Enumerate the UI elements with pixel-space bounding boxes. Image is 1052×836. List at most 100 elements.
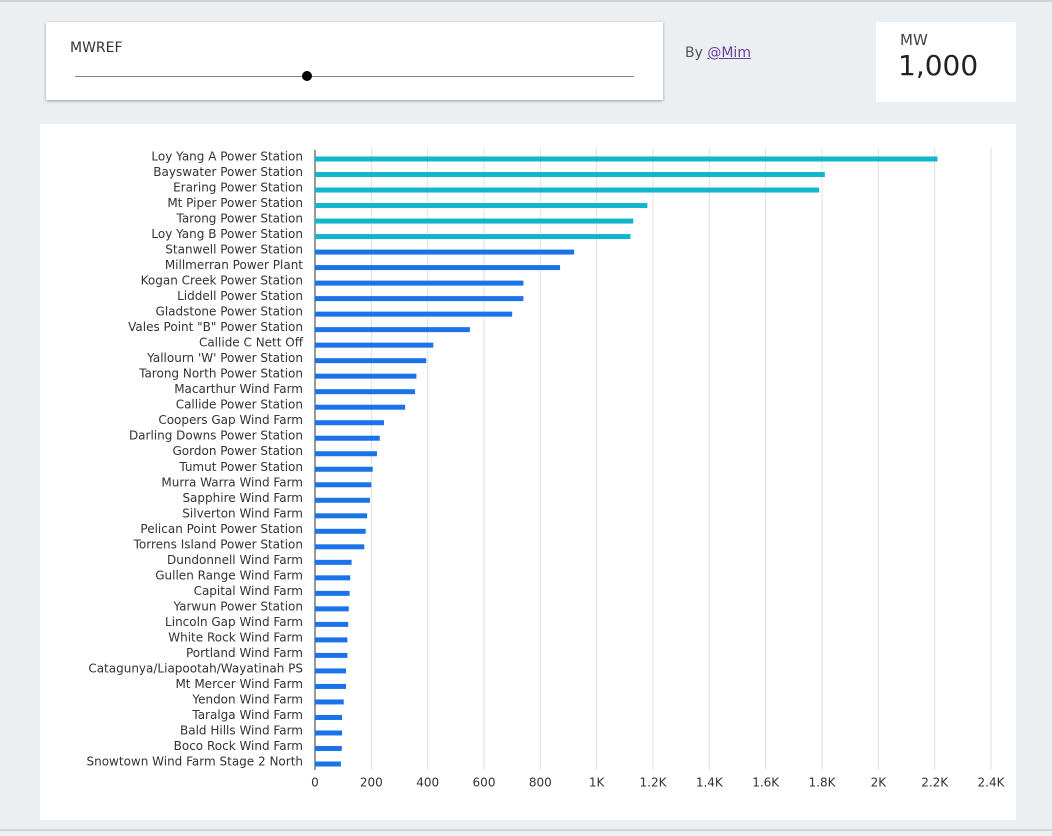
bar [315,327,470,333]
y-tick-label: Vales Point "B" Power Station [128,320,303,334]
y-tick-label: Eraring Power Station [173,181,303,195]
y-tick-label: Dundonnell Wind Farm [167,553,303,567]
y-tick-label: Pelican Point Power Station [140,522,303,536]
slider-control[interactable]: MWREF [46,22,663,100]
bar [315,466,373,472]
bar [315,203,648,209]
x-tick-label: 2K [871,776,888,790]
bar [315,730,343,736]
y-tick-label: Snowtown Wind Farm Stage 2 North [86,755,303,769]
y-tick-label: Sapphire Wind Farm [182,491,303,505]
y-tick-label: Taralga Wind Farm [191,708,303,722]
bar [315,668,346,674]
bar [315,404,406,410]
bar [315,311,513,317]
x-tick-label: 1K [589,776,606,790]
y-tick-label: Macarthur Wind Farm [174,382,303,396]
bar [315,435,380,441]
top-border [0,0,1052,2]
y-tick-label: Callide C Nett Off [199,336,304,350]
x-tick-label: 200 [360,776,383,790]
y-tick-label: Tumut Power Station [178,460,303,474]
scorecard: MW 1,000 [876,22,1016,102]
y-tick-label: Tarong Power Station [175,212,303,226]
bar [315,420,385,426]
x-tick-label: 800 [529,776,552,790]
x-tick-label: 2.2K [921,776,949,790]
x-tick-label: 1.4K [696,776,724,790]
y-tick-label: Darling Downs Power Station [129,429,303,443]
bar [315,513,368,519]
x-tick-label: 400 [416,776,439,790]
x-tick-label: 1.8K [809,776,837,790]
bar [315,172,825,178]
byline-prefix: By [685,45,703,61]
x-tick-label: 1.6K [752,776,780,790]
y-tick-label: Torrens Island Power Station [133,537,303,551]
bar [315,745,342,751]
x-tick-label: 1.2K [640,776,668,790]
y-tick-label: Liddell Power Station [177,289,303,303]
bar [315,482,372,488]
bar [315,575,351,581]
bar [315,358,427,364]
y-tick-label: White Rock Wind Farm [168,630,303,644]
bar [315,714,343,720]
scorecard-value: 1,000 [898,49,979,82]
x-tick-label: 2.4K [978,776,1006,790]
y-tick-label: Bayswater Power Station [153,165,303,179]
bar [315,683,346,689]
chart-card [40,124,1016,820]
bar [315,156,938,162]
bar [315,389,415,395]
bar [315,497,370,503]
bar [315,699,344,705]
y-tick-label: Tarong North Power Station [138,367,303,381]
y-tick-label: Yarwun Power Station [172,599,303,613]
bar [315,280,524,286]
bar [315,451,377,457]
bar [315,342,434,348]
y-tick-label: Yallourn 'W' Power Station [146,351,303,365]
bar [315,652,348,658]
bar [315,234,631,240]
y-tick-label: Boco Rock Wind Farm [174,739,303,753]
bar [315,590,350,596]
bar [315,296,524,302]
bar [315,761,341,767]
scorecard-label: MW [900,31,928,49]
bar [315,544,365,550]
y-tick-label: Catagunya/Liapootah/Wayatinah PS [88,661,303,675]
x-tick-label: 600 [473,776,496,790]
y-tick-label: Portland Wind Farm [186,646,303,660]
author-link[interactable]: @Mim [707,45,751,61]
byline: By @Mim [685,45,751,61]
y-tick-label: Silverton Wind Farm [182,506,303,520]
y-tick-label: Kogan Creek Power Station [141,274,303,288]
bar [315,373,417,379]
bottom-border [0,829,1052,831]
bar [315,637,348,643]
y-tick-label: Gullen Range Wind Farm [155,568,303,582]
bar [315,606,349,612]
bar [315,249,575,255]
slider-label: MWREF [70,40,123,56]
bar [315,265,561,271]
slider-handle[interactable] [302,71,312,81]
y-tick-label: Loy Yang A Power Station [151,150,303,164]
x-tick-label: 0 [311,776,319,790]
y-tick-label: Yendon Wind Farm [191,692,303,706]
y-tick-label: Mt Piper Power Station [167,196,303,210]
y-tick-label: Bald Hills Wind Farm [180,723,303,737]
y-tick-label: Gladstone Power Station [156,305,303,319]
y-tick-label: Mt Mercer Wind Farm [175,677,303,691]
y-tick-label: Murra Warra Wind Farm [161,475,303,489]
y-tick-label: Capital Wind Farm [194,584,303,598]
y-tick-label: Gordon Power Station [173,444,304,458]
bar [315,528,366,534]
y-tick-label: Callide Power Station [176,398,303,412]
slider-track[interactable] [75,76,634,77]
y-tick-label: Stanwell Power Station [165,243,303,257]
